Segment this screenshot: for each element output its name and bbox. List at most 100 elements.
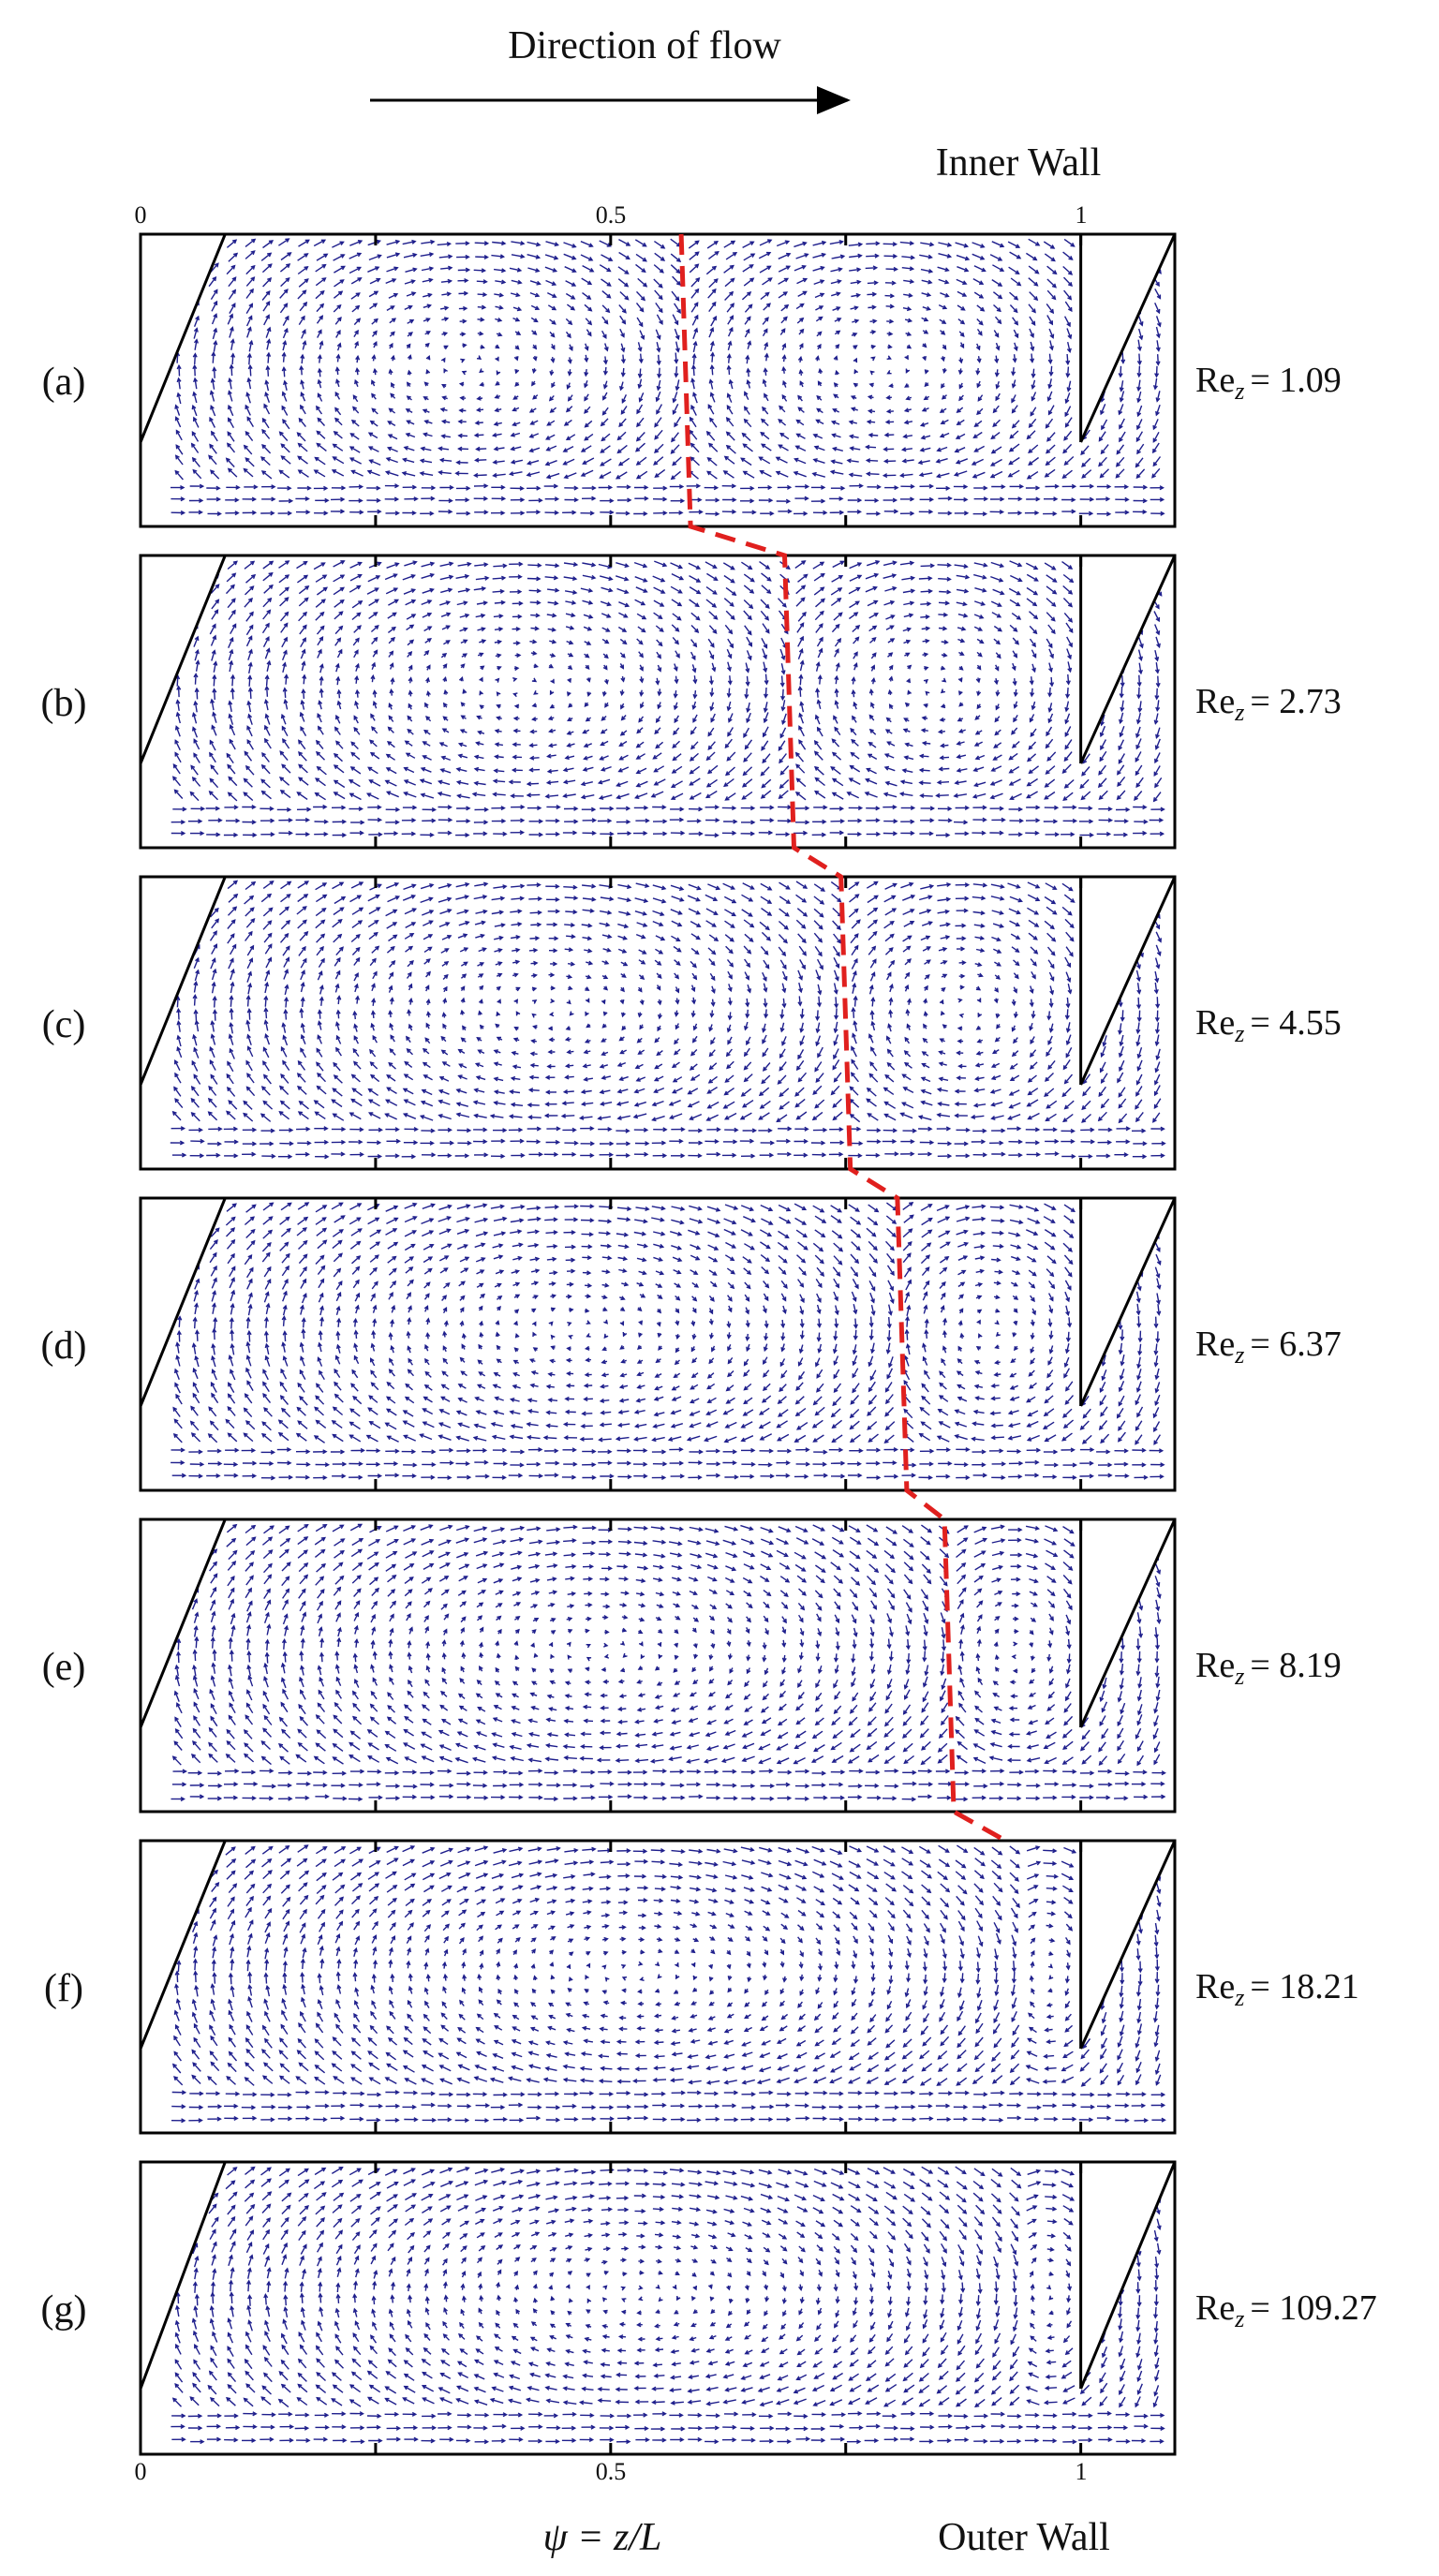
velocity-arrow <box>298 278 309 288</box>
velocity-arrow <box>725 586 736 596</box>
velocity-arrow <box>1061 561 1073 570</box>
velocity-arrow <box>226 458 235 467</box>
velocity-arrowhead <box>869 370 875 376</box>
velocity-arrowhead <box>340 265 346 271</box>
velocity-arrow <box>741 291 751 301</box>
velocity-arrow <box>670 253 681 262</box>
velocity-arrowhead <box>549 408 555 413</box>
velocity-arrowhead <box>441 383 447 389</box>
velocity-arrow <box>689 251 700 260</box>
velocity-arrow <box>369 278 380 285</box>
velocity-arrowhead <box>448 265 453 271</box>
velocity-arrowhead <box>474 457 480 463</box>
velocity-arrowhead <box>230 352 236 358</box>
velocity-arrowhead <box>349 433 355 437</box>
velocity-arrow <box>351 305 360 313</box>
velocity-arrowhead <box>371 392 376 398</box>
velocity-arrowhead <box>656 360 661 366</box>
velocity-arrowhead <box>298 417 304 422</box>
velocity-arrowhead <box>266 252 273 258</box>
velocity-arrowhead <box>653 460 659 466</box>
velocity-arrow <box>1062 792 1074 801</box>
velocity-arrow <box>368 254 381 261</box>
velocity-arrowhead <box>405 432 410 437</box>
reynolds-value: = 2.73 <box>1250 682 1341 721</box>
velocity-arrowhead <box>600 461 605 466</box>
velocity-arrowhead <box>302 329 306 334</box>
velocity-arrow <box>795 763 806 774</box>
velocity-arrowhead <box>376 485 381 491</box>
velocity-arrowhead <box>280 443 286 449</box>
velocity-arrow <box>474 242 488 244</box>
velocity-arrowhead <box>333 430 338 436</box>
velocity-arrow <box>636 404 644 414</box>
velocity-arrowhead <box>620 359 626 364</box>
velocity-arrow <box>476 448 487 451</box>
velocity-arrowhead <box>500 268 507 274</box>
velocity-arrowhead <box>571 244 577 248</box>
velocity-arrowhead <box>428 277 434 283</box>
velocity-arrow <box>674 303 681 314</box>
velocity-arrow <box>743 766 753 776</box>
velocity-arrowhead <box>642 257 647 262</box>
velocity-arrow <box>1116 456 1125 467</box>
velocity-arrow <box>546 472 560 479</box>
velocity-arrow <box>601 290 611 299</box>
velocity-arrowhead <box>514 368 520 375</box>
velocity-arrowhead <box>475 407 482 413</box>
velocity-arrow <box>510 471 523 475</box>
velocity-arrowhead <box>265 289 271 296</box>
velocity-arrowhead <box>266 326 272 333</box>
velocity-arrowhead <box>500 279 507 285</box>
velocity-arrow <box>635 290 645 301</box>
velocity-arrowhead <box>358 497 363 504</box>
velocity-arrow <box>602 407 609 416</box>
velocity-arrow <box>386 471 399 477</box>
velocity-arrow <box>278 586 289 597</box>
velocity-arrow <box>619 328 625 337</box>
velocity-arrowhead <box>635 437 641 442</box>
velocity-arrowhead <box>283 379 288 386</box>
velocity-arrow <box>248 341 253 352</box>
velocity-arrowhead <box>567 371 572 377</box>
velocity-arrow <box>244 598 253 608</box>
velocity-arrowhead <box>621 308 627 314</box>
velocity-arrow <box>265 327 271 338</box>
velocity-arrowhead <box>386 446 393 452</box>
velocity-arrowhead <box>352 394 358 400</box>
velocity-arrowhead <box>243 444 248 450</box>
velocity-arrowhead <box>406 420 411 425</box>
velocity-arrowhead <box>526 460 532 466</box>
velocity-arrowhead <box>423 420 429 424</box>
velocity-arrow <box>189 792 200 802</box>
velocity-arrow <box>210 469 220 480</box>
velocity-arrow <box>298 469 309 478</box>
velocity-arrow <box>245 585 254 596</box>
velocity-arrow <box>228 467 238 478</box>
velocity-arrow <box>566 303 575 311</box>
velocity-arrowhead <box>466 485 471 491</box>
velocity-arrow <box>301 380 304 390</box>
velocity-arrowhead <box>602 370 608 377</box>
velocity-arrowhead <box>199 483 205 489</box>
velocity-arrowhead <box>662 511 668 516</box>
velocity-arrowhead <box>410 279 416 285</box>
velocity-arrowhead <box>212 275 217 282</box>
velocity-arrowhead <box>532 356 538 362</box>
velocity-arrowhead <box>246 377 252 383</box>
velocity-arrowhead <box>373 290 379 296</box>
velocity-arrow <box>1062 251 1073 260</box>
velocity-arrow <box>244 468 254 478</box>
velocity-arrowhead <box>302 339 307 346</box>
velocity-arrow <box>230 364 233 377</box>
velocity-arrow <box>638 378 643 389</box>
velocity-arrow <box>265 380 270 392</box>
velocity-arrowhead <box>658 283 663 289</box>
velocity-arrow <box>655 302 663 313</box>
velocity-arrow <box>477 293 486 296</box>
panel-frame <box>139 554 1177 850</box>
velocity-arrow <box>656 342 660 352</box>
velocity-arrowhead <box>174 416 180 422</box>
velocity-arrowhead <box>550 333 556 338</box>
velocity-arrowhead <box>230 326 234 332</box>
